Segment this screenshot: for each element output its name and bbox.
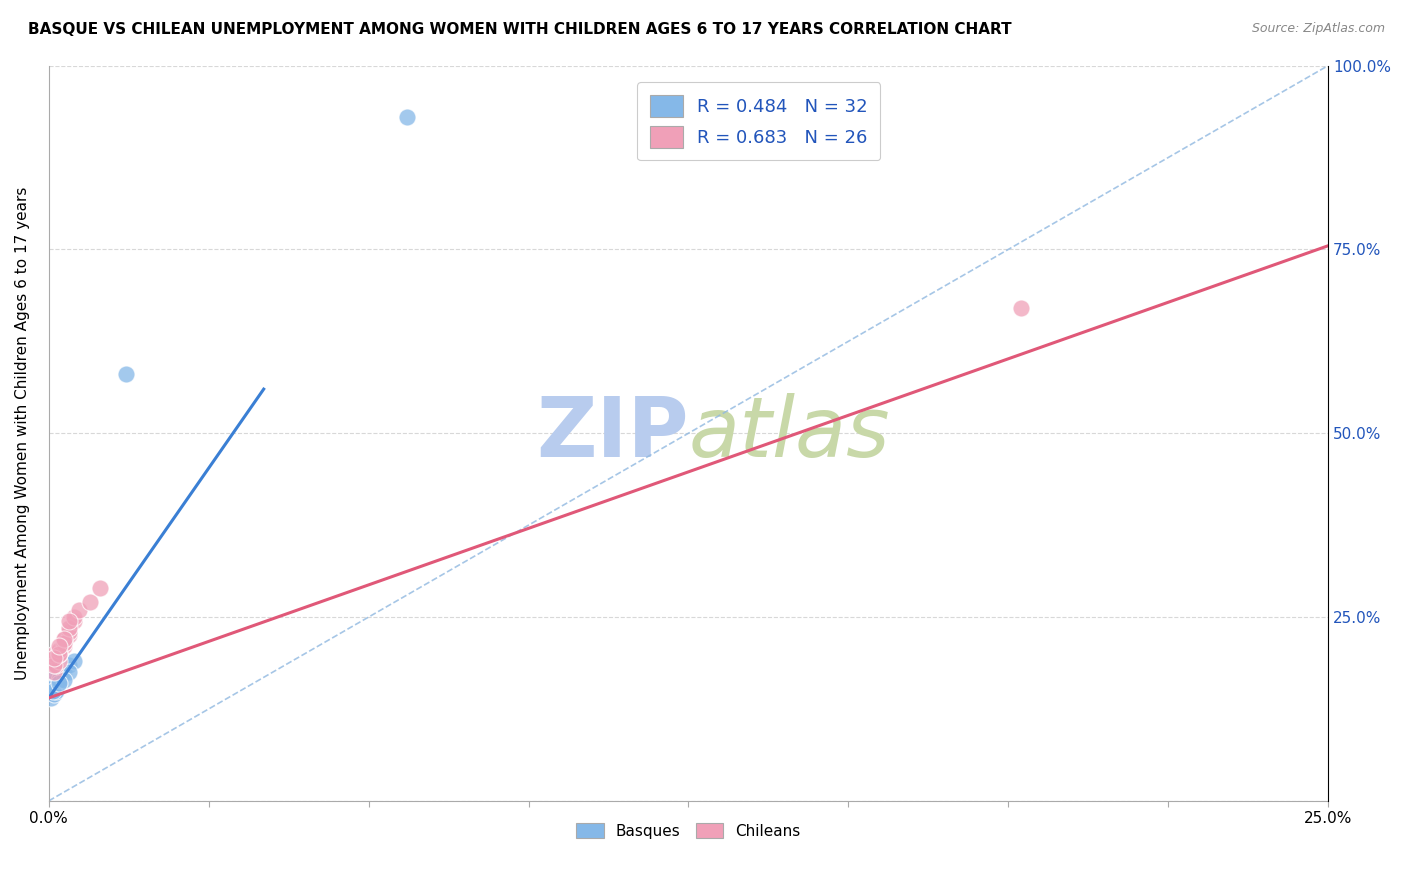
Point (42, 669, 65, 683)
Point (42, 665, 65, 680)
Point (48, 640, 70, 654)
Point (58, 614, 80, 628)
Point (42, 661, 65, 675)
Point (53, 632, 76, 647)
Point (45, 683, 67, 698)
Point (53, 636, 76, 650)
Point (58, 628, 80, 642)
Point (53, 665, 76, 680)
Point (48, 654, 70, 668)
Point (53, 640, 76, 654)
Point (79, 595, 101, 609)
Point (42, 680, 65, 694)
Point (89, 581, 111, 595)
Legend: Basques, Chileans: Basques, Chileans (569, 816, 807, 845)
Point (48, 673, 70, 687)
Point (42, 650, 65, 665)
Y-axis label: Unemployment Among Women with Children Ages 6 to 17 years: Unemployment Among Women with Children A… (15, 186, 30, 680)
Point (39, 683, 62, 698)
Point (42, 665, 65, 680)
Point (42, 657, 65, 672)
Point (58, 624, 80, 639)
Point (48, 647, 70, 661)
Point (42, 687, 65, 701)
Point (58, 665, 80, 680)
Point (48, 647, 70, 661)
Point (53, 673, 76, 687)
Point (42, 669, 65, 683)
Point (45, 673, 67, 687)
Point (63, 654, 86, 668)
Point (42, 676, 65, 690)
Point (45, 657, 67, 672)
Point (42, 676, 65, 690)
Text: BASQUE VS CHILEAN UNEMPLOYMENT AMONG WOMEN WITH CHILDREN AGES 6 TO 17 YEARS CORR: BASQUE VS CHILEAN UNEMPLOYMENT AMONG WOM… (28, 22, 1012, 37)
Point (42, 680, 65, 694)
Point (114, 368, 136, 382)
Point (53, 661, 76, 675)
Point (69, 603, 91, 617)
Point (48, 647, 70, 661)
Point (45, 673, 67, 687)
Point (42, 683, 65, 698)
Point (48, 676, 70, 690)
Point (42, 647, 65, 661)
Text: Source: ZipAtlas.com: Source: ZipAtlas.com (1251, 22, 1385, 36)
Point (58, 657, 80, 672)
Point (53, 636, 76, 650)
Point (42, 676, 65, 690)
Point (48, 669, 70, 683)
Text: ZIP: ZIP (536, 392, 689, 474)
Point (48, 665, 70, 680)
Point (53, 632, 76, 647)
Point (58, 621, 80, 635)
Point (42, 680, 65, 694)
Point (39, 690, 62, 705)
Point (63, 610, 86, 624)
Text: atlas: atlas (689, 392, 890, 474)
Point (1010, 301, 1032, 316)
Point (48, 673, 70, 687)
Point (42, 680, 65, 694)
Point (63, 614, 86, 628)
Point (395, 110, 418, 124)
Point (51, 669, 73, 683)
Point (48, 643, 70, 657)
